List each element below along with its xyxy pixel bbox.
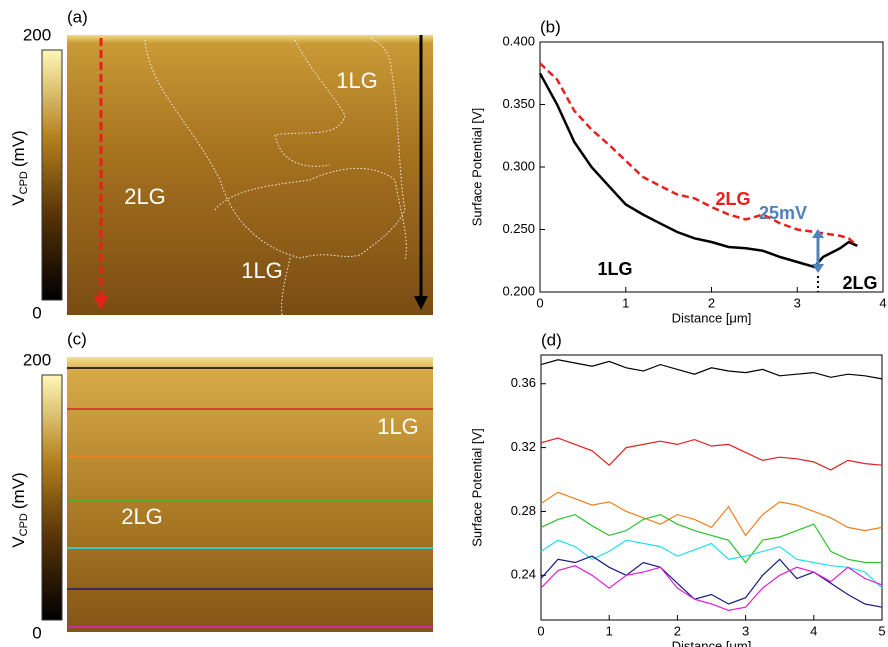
x-tick-label: 4 [810, 623, 817, 638]
figure: (b) 0.200 0.250 0.300 0.350 0.400 0 1 2 3 4 Distanc… [0, 0, 888, 647]
colorbar-tick: 0 [32, 303, 41, 322]
plots: (b) 0.200 0.250 0.300 0.350 0.400 0 1 2 3 4 Distanc… [469, 17, 886, 647]
series-line [540, 63, 857, 246]
label-part: (mV) [9, 130, 28, 167]
y-tick-label: 0.400 [502, 33, 535, 48]
series-label: 1LG [597, 259, 632, 279]
x-tick-label: 4 [879, 295, 886, 310]
panel-label: (c) [67, 329, 87, 348]
y-tick-label: 0.36 [511, 375, 536, 390]
region-label: 1LG [377, 414, 419, 439]
colorbar-tick: 200 [23, 350, 51, 369]
region-label: 1LG [241, 258, 283, 283]
y-axis-label: Surface Potential [V] [469, 108, 484, 227]
x-axis-label: Distance [μm] [672, 310, 752, 325]
series-line [541, 438, 882, 470]
x-tick-label: 2 [708, 295, 715, 310]
y-tick-label: 0.250 [502, 221, 535, 236]
y-tick-label: 0.32 [511, 439, 536, 454]
series-label: 2LG [715, 189, 750, 209]
x-tick-label: 3 [742, 623, 749, 638]
colorbar [42, 375, 62, 620]
y-tick-label: 0.28 [511, 503, 536, 518]
colorbar [42, 50, 62, 300]
series-line [540, 73, 857, 267]
colorbar-label: VCPD (mV) [9, 130, 29, 205]
y-axis-label: Surface Potential [V] [469, 428, 484, 547]
colorbar-tick: 0 [32, 623, 41, 642]
x-tick-label: 0 [536, 295, 543, 310]
y-tick-label: 0.350 [502, 96, 535, 111]
y-tick-label: 0.24 [511, 567, 536, 582]
panel-label: (b) [540, 17, 561, 36]
annotation: 25mV [759, 203, 807, 223]
x-tick-label: 1 [606, 623, 613, 638]
region-label: 1LG [336, 68, 378, 93]
page: (b) 0.200 0.250 0.300 0.350 0.400 0 1 2 3 4 Distanc… [0, 0, 888, 647]
y-tick-label: 0.200 [502, 283, 535, 298]
label-part: V [9, 194, 28, 206]
panel-label: (a) [67, 7, 88, 26]
x-axis-label: Distance [μm] [672, 638, 752, 647]
y-tick-label: 0.300 [502, 158, 535, 173]
colorbar-tick: 200 [23, 25, 51, 44]
series-line [541, 515, 882, 563]
kpfm-image [67, 357, 433, 632]
plot-frame [541, 355, 882, 620]
annotation: 2LG [842, 273, 877, 293]
label-sub: CPD [18, 513, 30, 536]
x-tick-label: 5 [878, 623, 885, 638]
x-tick-label: 2 [674, 623, 681, 638]
label-part: V [9, 536, 28, 548]
x-tick-label: 1 [622, 295, 629, 310]
series-line [541, 492, 882, 535]
colorbar-label: VCPD (mV) [9, 472, 29, 547]
region-label: 2LG [124, 184, 166, 209]
series-line [541, 360, 882, 379]
panel-label: (d) [541, 330, 562, 349]
label-sub: CPD [18, 171, 30, 194]
x-tick-label: 0 [537, 623, 544, 638]
series-line [541, 566, 882, 611]
x-tick-label: 3 [794, 295, 801, 310]
label-part: (mV) [9, 472, 28, 509]
region-label: 2LG [121, 504, 163, 529]
